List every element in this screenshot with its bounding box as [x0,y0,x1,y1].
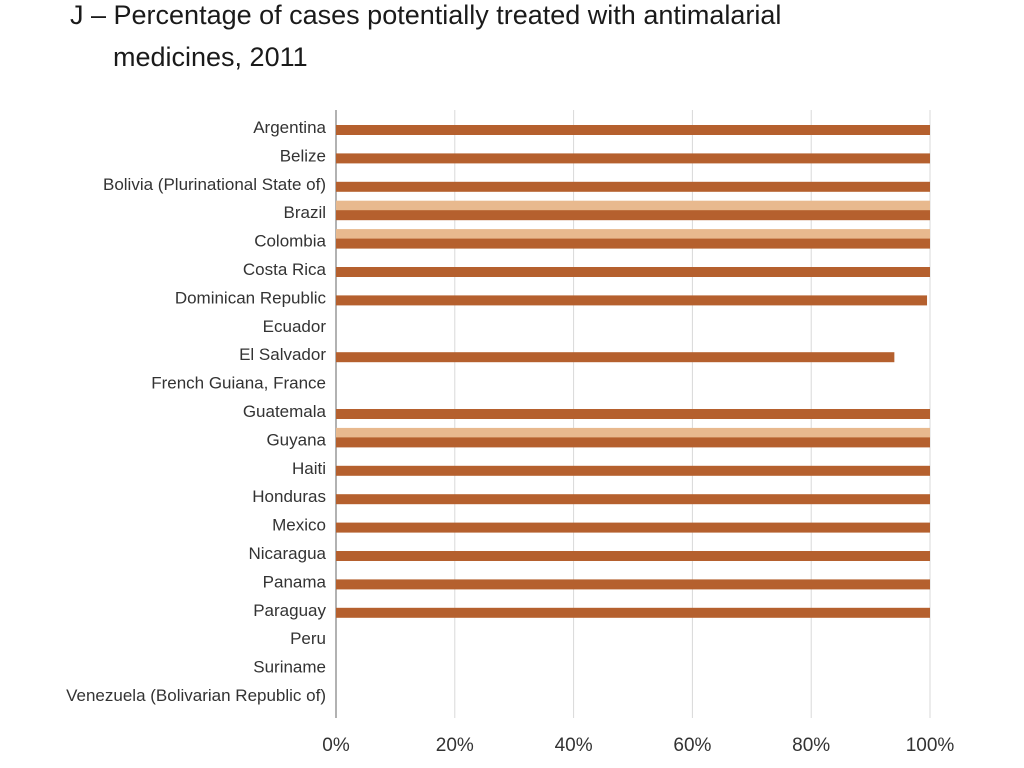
category-label: Dominican Republic [175,288,327,307]
category-label: Haiti [292,459,326,478]
bar-light [336,427,930,438]
chart-title-line-2: medicines, 2011 [113,42,308,72]
bar-dark [336,267,930,277]
bar-dark [336,409,930,419]
bar-dark [336,238,930,249]
bar-dark [336,295,928,306]
x-tick-label: 60% [673,735,711,756]
bar-dark [336,437,930,448]
category-label: Costa Rica [243,260,327,279]
category-label: Brazil [283,203,326,222]
category-label: Nicaragua [249,544,327,563]
bar-light [336,200,930,211]
x-tick-label: 20% [436,735,474,756]
bar-dark [336,210,930,221]
category-label: Argentina [253,118,326,137]
bar-dark [336,153,930,164]
category-label: Belize [280,146,326,165]
bar-dark [336,465,930,476]
bar-dark [336,522,930,533]
category-label: Guatemala [243,402,327,421]
category-label: Honduras [252,487,326,506]
category-label: French Guiana, France [151,374,326,393]
category-label: Ecuador [263,317,327,336]
category-label: Panama [263,572,327,591]
bar-dark [336,607,930,618]
bar-dark [336,494,930,505]
category-label: Colombia [254,232,326,251]
bar-dark [336,181,930,192]
bar-dark [336,125,930,135]
category-label: Bolivia (Plurinational State of) [103,175,326,194]
bar-dark [336,551,930,561]
category-label: Suriname [253,658,326,677]
x-tick-label: 0% [322,735,350,756]
x-tick-label: 40% [555,735,593,756]
category-label: Peru [290,629,326,648]
bar-dark [336,579,930,590]
category-label: Paraguay [253,601,326,620]
category-label: El Salvador [239,345,326,364]
chart-title-line-1: J – Percentage of cases potentially trea… [70,0,782,30]
category-label: Venezuela (Bolivarian Republic of) [66,686,326,705]
category-label: Guyana [266,430,326,449]
x-tick-label: 80% [792,735,830,756]
bar-light [336,229,930,240]
bar-dark [336,352,895,363]
x-tick-label: 100% [906,735,955,756]
category-label: Mexico [272,516,326,535]
